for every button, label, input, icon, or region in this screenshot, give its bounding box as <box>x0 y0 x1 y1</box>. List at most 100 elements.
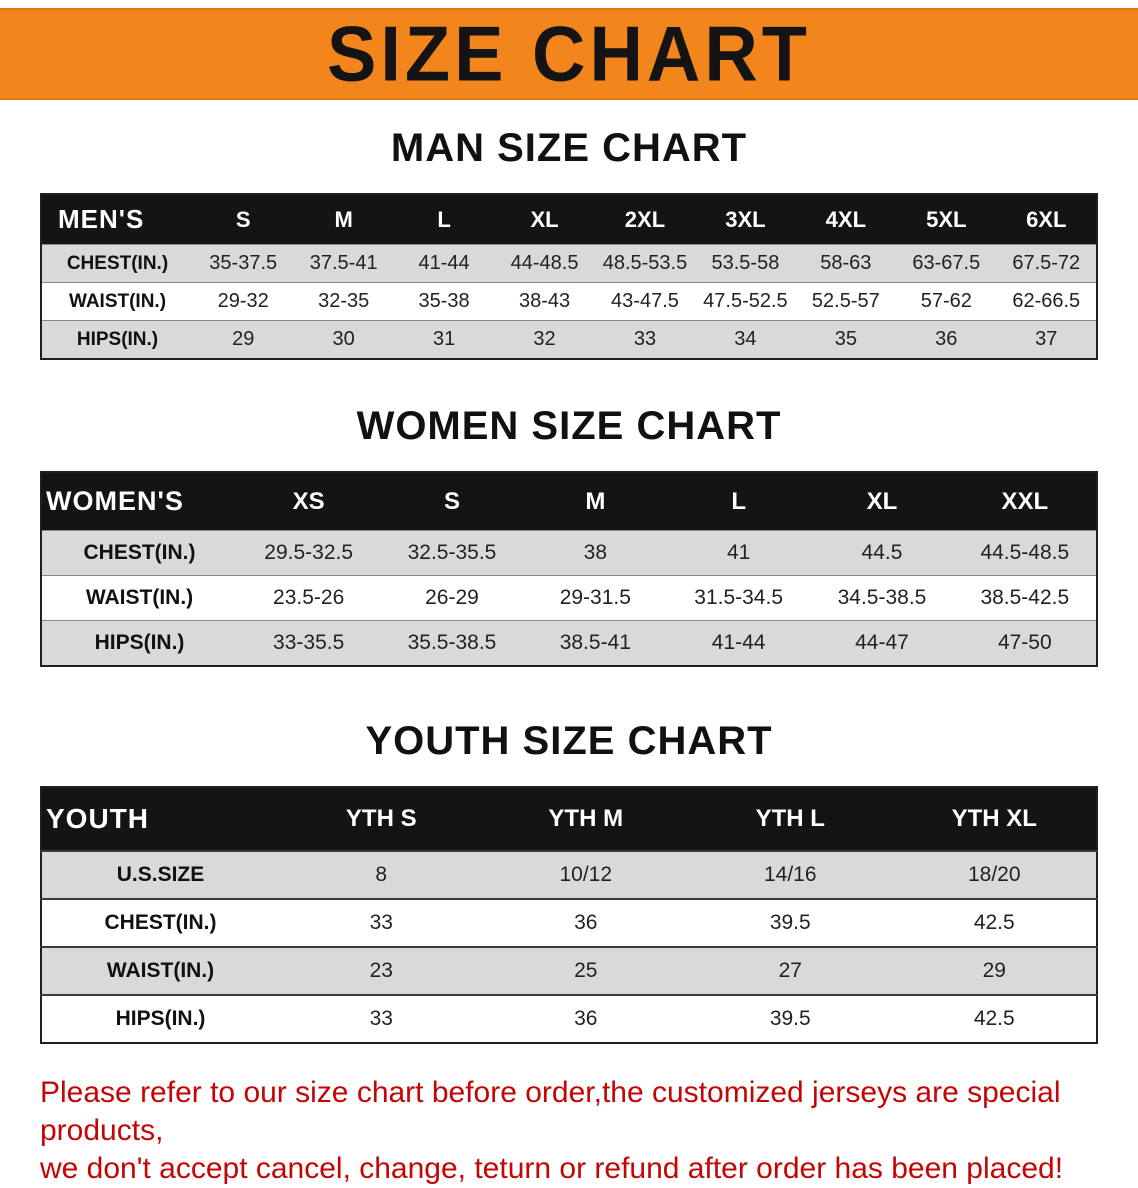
measurement-value-cell: 38.5-41 <box>523 620 667 666</box>
row-label-cell: U.S.SIZE <box>41 850 279 899</box>
measurement-value-cell: 42.5 <box>892 994 1097 1043</box>
row-label-cell: HIPS(IN.) <box>41 620 237 666</box>
measurement-value-cell: 23.5-26 <box>237 575 381 621</box>
size-header-cell: YTH S <box>279 787 484 851</box>
men-section-title: MAN SIZE CHART <box>390 126 748 170</box>
size-header-cell: XL <box>494 194 595 245</box>
table-row: HIPS(IN.) 29 30 31 32 33 34 35 36 37 <box>41 320 1097 359</box>
table-header-row: MEN'S S M L XL 2XL 3XL 4XL 5XL 6XL <box>41 194 1097 245</box>
youth-size-table: YOUTH YTH S YTH M YTH L YTH XL U.S.SIZE 8 10/12… <box>40 786 1098 1044</box>
size-header-cell: YTH XL <box>892 787 1097 851</box>
measurement-value-cell: 38.5-42.5 <box>953 575 1097 621</box>
women-section-title: WOMEN SIZE CHART <box>356 404 782 448</box>
banner: SIZE CHART <box>0 8 1138 100</box>
measurement-value-cell: 36 <box>483 994 688 1043</box>
table-row: HIPS(IN.) 33 36 39.5 42.5 <box>41 994 1097 1043</box>
measurement-value-cell: 33 <box>594 320 696 359</box>
measurement-value-cell: 37 <box>996 320 1097 359</box>
size-header-cell: M <box>523 472 667 531</box>
youth-size-section: YOUTH SIZE CHART YOUTH YTH S YTH M YTH L YTH… <box>0 719 1138 1044</box>
measurement-value-cell: 10/12 <box>483 850 688 899</box>
measurement-value-cell: 58-63 <box>795 244 897 283</box>
measurement-value-cell: 26-29 <box>380 575 524 621</box>
measurement-value-cell: 35 <box>795 320 897 359</box>
measurement-value-cell: 8 <box>279 850 484 899</box>
measurement-value-cell: 43-47.5 <box>594 282 696 321</box>
measurement-value-cell: 29.5-32.5 <box>237 530 381 576</box>
measurement-value-cell: 31.5-34.5 <box>666 575 811 621</box>
measurement-value-cell: 33-35.5 <box>237 620 381 666</box>
row-label-cell: WAIST(IN.) <box>41 282 193 321</box>
measurement-value-cell: 44-47 <box>810 620 954 666</box>
page-title: SIZE CHART <box>327 9 811 98</box>
disclaimer-line-1: Please refer to our size chart before or… <box>40 1076 1061 1147</box>
measurement-value-cell: 44.5-48.5 <box>953 530 1097 576</box>
measurement-value-cell: 27 <box>688 946 893 995</box>
measurement-value-cell: 29-32 <box>193 282 294 321</box>
row-label-cell: CHEST(IN.) <box>41 244 193 283</box>
size-header-cell: L <box>393 194 495 245</box>
men-size-table: MEN'S S M L XL 2XL 3XL 4XL 5XL 6XL CHEST(IN.) 35-37… <box>40 193 1098 360</box>
measurement-value-cell: 38 <box>523 530 667 576</box>
women-size-section: WOMEN SIZE CHART WOMEN'S XS S M L XL XXL CHEST(… <box>0 404 1138 667</box>
measurement-value-cell: 39.5 <box>688 898 893 947</box>
measurement-value-cell: 41-44 <box>393 244 495 283</box>
measurement-value-cell: 36 <box>896 320 997 359</box>
measurement-value-cell: 34.5-38.5 <box>810 575 954 621</box>
men-size-section: MAN SIZE CHART MEN'S S M L XL 2XL 3XL 4XL 5XL 6XL… <box>0 126 1138 360</box>
size-header-cell: XXL <box>953 472 1097 531</box>
size-header-cell: 2XL <box>594 194 696 245</box>
measurement-value-cell: 41 <box>666 530 811 576</box>
disclaimer-line-2: we don't accept cancel, change, teturn o… <box>40 1152 1064 1185</box>
measurement-value-cell: 35.5-38.5 <box>380 620 524 666</box>
table-row: WAIST(IN.) 23 25 27 29 <box>41 946 1097 995</box>
measurement-value-cell: 63-67.5 <box>896 244 997 283</box>
size-header-cell: 3XL <box>695 194 796 245</box>
measurement-value-cell: 62-66.5 <box>996 282 1097 321</box>
measurement-value-cell: 29 <box>193 320 294 359</box>
table-category-cell: WOMEN'S <box>41 472 237 531</box>
row-label-cell: HIPS(IN.) <box>41 994 279 1043</box>
measurement-value-cell: 32-35 <box>293 282 394 321</box>
measurement-value-cell: 29 <box>892 946 1097 995</box>
table-header-row: WOMEN'S XS S M L XL XXL <box>41 472 1097 531</box>
measurement-value-cell: 32.5-35.5 <box>380 530 524 576</box>
row-label-cell: CHEST(IN.) <box>41 898 279 947</box>
measurement-value-cell: 44.5 <box>810 530 954 576</box>
size-header-cell: XL <box>810 472 954 531</box>
measurement-value-cell: 36 <box>483 898 688 947</box>
measurement-value-cell: 38-43 <box>494 282 595 321</box>
table-category-cell: YOUTH <box>41 787 279 851</box>
measurement-value-cell: 35-37.5 <box>193 244 294 283</box>
table-header-row: YOUTH YTH S YTH M YTH L YTH XL <box>41 787 1097 851</box>
measurement-value-cell: 30 <box>293 320 394 359</box>
measurement-value-cell: 52.5-57 <box>795 282 897 321</box>
measurement-value-cell: 29-31.5 <box>523 575 667 621</box>
table-row: CHEST(IN.) 33 36 39.5 42.5 <box>41 898 1097 947</box>
measurement-value-cell: 33 <box>279 994 484 1043</box>
measurement-value-cell: 32 <box>494 320 595 359</box>
table-row: HIPS(IN.) 33-35.5 35.5-38.5 38.5-41 41-44 44-… <box>41 620 1097 666</box>
size-header-cell: 5XL <box>896 194 997 245</box>
size-header-cell: YTH M <box>483 787 688 851</box>
youth-section-title: YOUTH SIZE CHART <box>365 719 773 763</box>
measurement-value-cell: 31 <box>393 320 495 359</box>
measurement-value-cell: 44-48.5 <box>494 244 595 283</box>
measurement-value-cell: 14/16 <box>688 850 893 899</box>
table-row: CHEST(IN.) 29.5-32.5 32.5-35.5 38 41 44.5 44.5… <box>41 530 1097 576</box>
table-row: U.S.SIZE 8 10/12 14/16 18/20 <box>41 850 1097 899</box>
table-row: WAIST(IN.) 23.5-26 26-29 29-31.5 31.5-34.5 34… <box>41 575 1097 621</box>
row-label-cell: WAIST(IN.) <box>41 575 237 621</box>
measurement-value-cell: 34 <box>695 320 796 359</box>
measurement-value-cell: 23 <box>279 946 484 995</box>
table-row: WAIST(IN.) 29-32 32-35 35-38 38-43 43-47.5 47.… <box>41 282 1097 321</box>
size-header-cell: 4XL <box>795 194 897 245</box>
row-label-cell: WAIST(IN.) <box>41 946 279 995</box>
disclaimer: Please refer to our size chart before or… <box>40 1074 1110 1188</box>
measurement-value-cell: 25 <box>483 946 688 995</box>
row-label-cell: CHEST(IN.) <box>41 530 237 576</box>
measurement-value-cell: 35-38 <box>393 282 495 321</box>
measurement-value-cell: 67.5-72 <box>996 244 1097 283</box>
size-chart-page: SIZE CHART MAN SIZE CHART MEN'S S M L XL 2XL 3… <box>0 8 1138 1188</box>
women-size-table: WOMEN'S XS S M L XL XXL CHEST(IN.) 29.5-32.5 32.5… <box>40 471 1098 667</box>
